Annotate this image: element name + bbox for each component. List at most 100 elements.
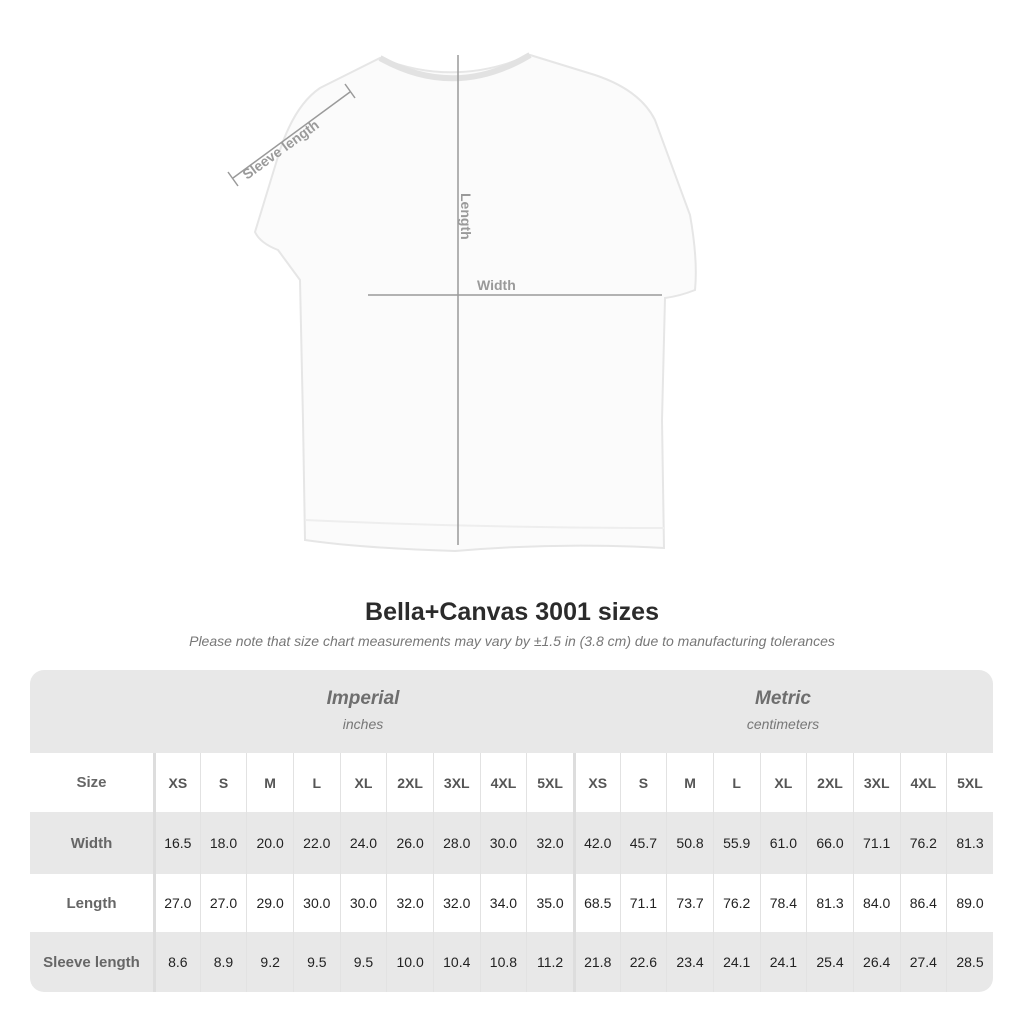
sleeve-measure-line	[232, 91, 351, 179]
group-header-band: Imperial inches Metric centimeters	[30, 670, 993, 753]
width-label: Width	[477, 277, 516, 293]
table-row: Sleeve length 8.6 8.9 9.2 9.5 9.5 10.0 10.4 10.8…	[30, 932, 993, 992]
table-cell: 26.4	[852, 932, 900, 992]
table-cell: 9.5	[292, 932, 340, 992]
table-cell: 28.5	[946, 932, 993, 992]
table-cell: 27.0	[199, 874, 247, 932]
table-cell: 28.0	[432, 812, 480, 874]
table-cell: 30.0	[339, 874, 387, 932]
table-cell: 76.2	[712, 874, 760, 932]
table-cell: L	[292, 753, 340, 812]
table-cell: 24.1	[759, 932, 807, 992]
table-cell: 42.0	[572, 812, 620, 874]
table-cell: L	[712, 753, 760, 812]
table-cell: 4XL	[479, 753, 527, 812]
table-cell: 3XL	[852, 753, 900, 812]
table-cell: 10.0	[386, 932, 433, 992]
table-cell: 32.0	[386, 874, 433, 932]
table-cell: 20.0	[246, 812, 293, 874]
table-cell: M	[666, 753, 713, 812]
table-cell: M	[246, 753, 293, 812]
table-cell: 73.7	[666, 874, 713, 932]
row-label: Sleeve length	[43, 953, 140, 971]
table-cell: 71.1	[852, 812, 900, 874]
sleeve-measure-tick	[344, 83, 356, 99]
tshirt-shape	[253, 53, 697, 553]
table-cell: 2XL	[806, 753, 853, 812]
table-cell: XS	[153, 753, 200, 812]
table-cell: 66.0	[806, 812, 853, 874]
table-cell: S	[199, 753, 247, 812]
row-label: Length	[66, 894, 117, 912]
table-cell: 61.0	[759, 812, 807, 874]
table-cell: 2XL	[386, 753, 433, 812]
group-imperial: Imperial inches	[153, 670, 573, 753]
table-cell: 55.9	[712, 812, 760, 874]
table-cell: 11.2	[526, 932, 573, 992]
table-cell: 18.0	[199, 812, 247, 874]
table-cell: XL	[339, 753, 387, 812]
table-cell: 30.0	[292, 874, 340, 932]
group-metric: Metric centimeters	[573, 670, 993, 753]
table-cell: 30.0	[479, 812, 527, 874]
table-cell: 16.5	[153, 812, 200, 874]
table-cell: 23.4	[666, 932, 713, 992]
table-cell: 35.0	[526, 874, 573, 932]
length-label: Length	[458, 193, 474, 240]
group-unit: inches	[342, 716, 384, 732]
table-cell: 78.4	[759, 874, 807, 932]
table-cell: 86.4	[899, 874, 947, 932]
collar	[378, 52, 532, 82]
table-cell: 5XL	[526, 753, 573, 812]
table-cell: 71.1	[619, 874, 667, 932]
table-cell: 89.0	[946, 874, 993, 932]
table-cell: 26.0	[386, 812, 433, 874]
table-cell: 76.2	[899, 812, 947, 874]
table-cell: 4XL	[899, 753, 947, 812]
table-row: Width 16.5 18.0 20.0 22.0 24.0 26.0 28.0 30.0 32.…	[30, 812, 993, 874]
table-cell: 32.0	[526, 812, 573, 874]
table-row: Length 27.0 27.0 29.0 30.0 30.0 32.0 32.0 34.0 35…	[30, 874, 993, 932]
table-cell: 27.0	[153, 874, 200, 932]
row-label: Width	[70, 834, 113, 852]
table-cell: 24.0	[339, 812, 387, 874]
size-header-row: Size XS S M L XL 2XL 3XL 4XL 5XL XS S M L XL 2XL 3XL 4XL 5…	[30, 753, 993, 812]
table-cell: 50.8	[666, 812, 713, 874]
table-cell: 25.4	[806, 932, 853, 992]
table-cell: 9.2	[246, 932, 293, 992]
size-table: Imperial inches Metric centimeters Size X…	[30, 670, 993, 992]
group-unit: centimeters	[746, 716, 820, 732]
table-cell: 34.0	[479, 874, 527, 932]
table-cell: 32.0	[432, 874, 480, 932]
table-cell: 21.8	[572, 932, 620, 992]
table-cell: 10.8	[479, 932, 527, 992]
table-cell: 8.9	[199, 932, 247, 992]
row-label: Size	[76, 774, 107, 791]
table-cell: 8.6	[153, 932, 200, 992]
sleeve-measure-tick	[227, 171, 239, 187]
table-cell: 84.0	[852, 874, 900, 932]
hem	[304, 519, 665, 529]
table-cell: 29.0	[246, 874, 293, 932]
table-cell: 81.3	[946, 812, 993, 874]
table-cell: XL	[759, 753, 807, 812]
table-cell: XS	[572, 753, 620, 812]
table-cell: S	[619, 753, 667, 812]
table-cell: 10.4	[432, 932, 480, 992]
table-cell: 3XL	[432, 753, 480, 812]
table-cell: 81.3	[806, 874, 853, 932]
table-cell: 27.4	[899, 932, 947, 992]
page-title: Bella+Canvas 3001 sizes	[365, 598, 659, 626]
group-title: Metric	[755, 688, 811, 709]
table-cell: 22.0	[292, 812, 340, 874]
table-cell: 45.7	[619, 812, 667, 874]
table-cell: 22.6	[619, 932, 667, 992]
tshirt-diagram: Sleeve length Length Width	[227, 52, 697, 553]
table-cell: 9.5	[339, 932, 387, 992]
group-title: Imperial	[326, 688, 400, 709]
table-cell: 68.5	[572, 874, 620, 932]
table-cell: 5XL	[946, 753, 993, 812]
measurement-lines	[227, 55, 662, 545]
tolerance-note: Please note that size chart measurements…	[189, 633, 835, 649]
table-cell: 24.1	[712, 932, 760, 992]
